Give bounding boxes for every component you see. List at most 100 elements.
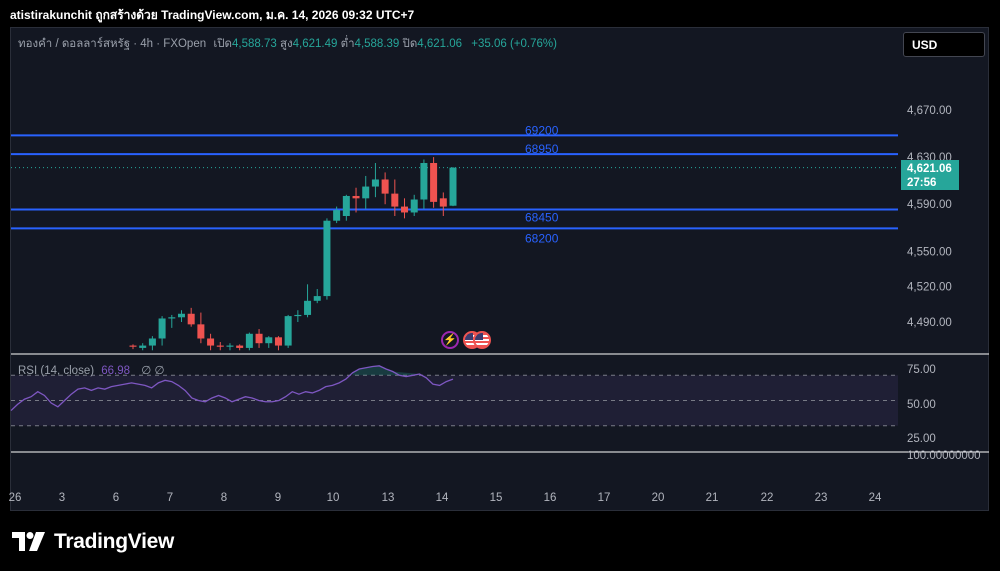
symbol-label[interactable]: ทองคำ / ดอลลาร์สหรัฐ · 4h · FXOpen bbox=[18, 38, 207, 50]
horizontal-line-label: 68950 bbox=[525, 142, 559, 156]
rsi-na-2: ∅ bbox=[154, 365, 165, 377]
candle-body bbox=[304, 300, 312, 315]
candle-body bbox=[148, 338, 156, 346]
candle[interactable] bbox=[304, 284, 312, 318]
candle[interactable] bbox=[207, 333, 215, 351]
x-axis-tick-label: 17 bbox=[598, 492, 611, 504]
horizontal-line-label: 68450 bbox=[525, 211, 559, 225]
rsi-title[interactable]: RSI (14, close) bbox=[18, 365, 95, 377]
candle[interactable] bbox=[401, 198, 409, 219]
candle[interactable] bbox=[158, 316, 166, 346]
rsi-line[interactable] bbox=[10, 365, 454, 412]
candle[interactable] bbox=[274, 336, 282, 351]
candle[interactable] bbox=[439, 192, 447, 216]
y-axis-tick-label: 4,520.00 bbox=[907, 282, 952, 294]
rsi-legend: RSI (14, close) 66.98 ∅ ∅ bbox=[18, 363, 165, 377]
candle-body bbox=[323, 220, 331, 297]
rsi-axis-tick-label: 50.00 bbox=[907, 399, 936, 411]
x-axis-tick-label: 21 bbox=[706, 492, 719, 504]
candle[interactable] bbox=[449, 167, 457, 207]
candle-body bbox=[284, 316, 292, 346]
x-axis-tick-label: 23 bbox=[815, 492, 828, 504]
horizontal-line-label: 69200 bbox=[525, 123, 559, 137]
candle[interactable] bbox=[177, 310, 185, 322]
lightning-event-icon[interactable]: ⚡ bbox=[441, 331, 459, 349]
x-axis-tick-label: 8 bbox=[221, 492, 227, 504]
candle-body bbox=[168, 317, 176, 319]
candle[interactable] bbox=[313, 289, 321, 304]
candle-body bbox=[255, 333, 263, 344]
y-axis-tick-label: 4,670.00 bbox=[907, 105, 952, 117]
chart-watermark: atistirakunchit ถูกสร้างด้วย TradingView… bbox=[10, 8, 415, 22]
candle[interactable] bbox=[430, 157, 438, 208]
currency-button[interactable]: USD bbox=[903, 32, 985, 57]
tradingview-logo-icon bbox=[12, 532, 45, 551]
x-axis-tick-label: 10 bbox=[327, 492, 340, 504]
open-value: 4,588.73 bbox=[232, 38, 277, 50]
candle[interactable] bbox=[216, 342, 224, 351]
low-value: 4,588.39 bbox=[354, 38, 400, 50]
candle-body bbox=[381, 179, 389, 194]
last-price-tag: 4,621.06 27:56 bbox=[901, 160, 959, 190]
chart-frame[interactable] bbox=[10, 27, 989, 511]
x-axis-tick-label: 13 bbox=[382, 492, 395, 504]
change-value: +35.06 (+0.76%) bbox=[471, 38, 557, 50]
candle[interactable] bbox=[129, 344, 137, 350]
candle-body bbox=[430, 163, 438, 202]
ohlc-legend: ทองคำ / ดอลลาร์สหรัฐ · 4h · FXOpen เปิด4… bbox=[18, 35, 557, 53]
close-label: ปิด bbox=[402, 38, 418, 50]
candle[interactable] bbox=[371, 163, 379, 198]
candle[interactable] bbox=[245, 332, 253, 351]
candle[interactable] bbox=[265, 336, 273, 348]
high-value: 4,621.49 bbox=[292, 38, 338, 50]
candle-body bbox=[129, 345, 137, 347]
candle[interactable] bbox=[255, 329, 263, 348]
candle-body bbox=[391, 193, 399, 207]
candle[interactable] bbox=[284, 314, 292, 348]
candle[interactable] bbox=[420, 159, 428, 209]
candle[interactable] bbox=[294, 310, 302, 322]
candle-body bbox=[236, 345, 244, 348]
candle-body bbox=[410, 199, 418, 213]
candle-body bbox=[362, 186, 370, 199]
candle-body bbox=[371, 179, 379, 187]
close-value: 4,621.06 bbox=[417, 38, 463, 50]
x-axis-tick-label: 20 bbox=[652, 492, 665, 504]
candle-body bbox=[352, 195, 360, 199]
candle[interactable] bbox=[197, 312, 205, 344]
open-label: เปิด bbox=[213, 38, 233, 50]
candle-body bbox=[265, 337, 273, 344]
candle[interactable] bbox=[352, 187, 360, 213]
y-axis-tick-label: 4,590.00 bbox=[907, 199, 952, 211]
candle[interactable] bbox=[236, 344, 244, 351]
x-axis-tick-label: 6 bbox=[113, 492, 119, 504]
candle[interactable] bbox=[391, 179, 399, 216]
tradingview-logo[interactable]: TradingView bbox=[12, 529, 174, 555]
candle[interactable] bbox=[381, 172, 389, 205]
candle[interactable] bbox=[226, 343, 234, 351]
x-axis-tick-label: 14 bbox=[436, 492, 449, 504]
candle[interactable] bbox=[362, 175, 370, 209]
candle[interactable] bbox=[148, 336, 156, 351]
candle-body bbox=[274, 337, 282, 346]
us-flag-icon[interactable] bbox=[473, 331, 491, 349]
candle-body bbox=[187, 313, 195, 325]
candle-body bbox=[245, 333, 253, 348]
candle[interactable] bbox=[139, 343, 147, 351]
y-axis-tick-label: 4,490.00 bbox=[907, 317, 952, 329]
candle[interactable] bbox=[323, 218, 331, 300]
x-axis-tick-label: 7 bbox=[167, 492, 173, 504]
rsi-axis-tick-label: 25.00 bbox=[907, 433, 936, 445]
x-axis-tick-label: 26 bbox=[9, 492, 22, 504]
candle[interactable] bbox=[187, 307, 195, 327]
candle-body bbox=[420, 163, 428, 200]
candle-body bbox=[449, 167, 457, 206]
candle[interactable] bbox=[342, 194, 350, 221]
x-axis-tick-label: 15 bbox=[490, 492, 503, 504]
candle[interactable] bbox=[168, 314, 176, 328]
candle[interactable] bbox=[410, 194, 418, 216]
candle-body bbox=[197, 324, 205, 339]
candle[interactable] bbox=[333, 206, 341, 224]
bar-countdown: 27:56 bbox=[907, 177, 937, 189]
